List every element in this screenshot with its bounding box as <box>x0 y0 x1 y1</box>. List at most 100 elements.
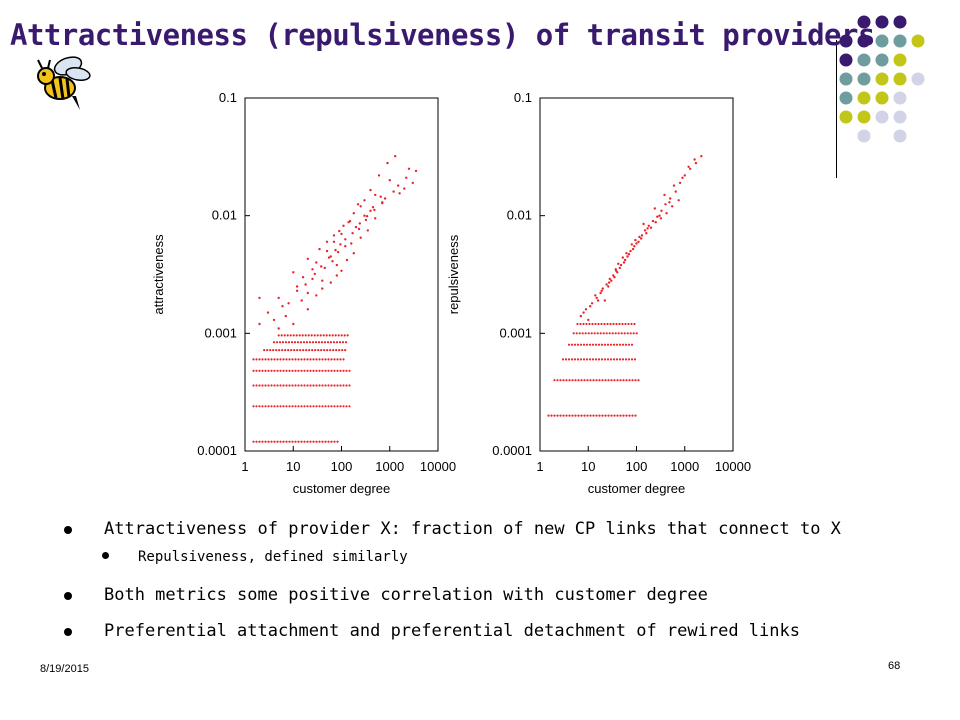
data-point <box>252 440 255 443</box>
data-point <box>574 414 577 417</box>
data-point <box>266 311 270 314</box>
data-point <box>610 414 613 417</box>
data-point <box>373 208 376 212</box>
data-point <box>270 405 273 408</box>
decorative-dot <box>893 129 907 143</box>
data-point <box>295 289 299 292</box>
x-axis-label: customer degree <box>293 481 391 496</box>
data-point <box>306 257 309 260</box>
decorative-dot <box>839 91 853 105</box>
data-point <box>625 414 628 417</box>
y-axis-label: attractiveness <box>151 234 166 315</box>
data-point <box>336 440 339 443</box>
data-point <box>306 405 309 408</box>
data-point <box>374 217 377 220</box>
y-tick-label: 0.001 <box>204 325 237 340</box>
data-point <box>291 358 294 361</box>
data-point <box>595 379 598 382</box>
x-tick-label: 100 <box>626 459 648 474</box>
data-point <box>288 405 291 408</box>
data-point <box>276 440 279 443</box>
data-point <box>345 258 349 262</box>
data-point <box>305 349 308 352</box>
data-point <box>345 369 348 372</box>
data-point <box>381 201 384 205</box>
data-point <box>347 221 350 224</box>
data-point <box>627 358 631 361</box>
bullet-dot <box>64 526 72 534</box>
data-point <box>282 405 285 408</box>
data-point <box>383 197 387 200</box>
data-point <box>336 369 339 372</box>
data-point <box>593 332 596 335</box>
data-point <box>630 358 634 361</box>
data-point <box>306 308 309 311</box>
data-point <box>252 369 255 372</box>
data-point <box>619 379 622 382</box>
data-point <box>295 334 298 337</box>
x-tick-label: 1000 <box>670 459 699 474</box>
data-point <box>342 384 345 387</box>
y-tick-label: 0.0001 <box>197 443 237 458</box>
data-point <box>320 265 323 268</box>
data-point <box>583 414 586 417</box>
data-point <box>656 215 659 218</box>
data-point <box>333 440 336 443</box>
data-point <box>305 341 309 344</box>
data-point <box>283 334 286 337</box>
data-point <box>358 222 361 225</box>
data-point <box>318 358 321 361</box>
data-point <box>323 349 326 352</box>
data-point <box>333 369 336 372</box>
data-point <box>630 322 633 326</box>
data-point <box>315 358 318 361</box>
x-axis-label: customer degree <box>588 481 686 496</box>
data-point <box>654 221 657 224</box>
bullet-dot <box>64 592 72 600</box>
data-point <box>329 281 332 284</box>
plot-frame <box>244 97 439 452</box>
data-point <box>339 384 342 387</box>
data-point <box>255 440 258 443</box>
data-point <box>681 176 684 179</box>
data-point <box>592 379 595 382</box>
data-point <box>341 341 345 344</box>
data-point <box>585 343 589 346</box>
data-point <box>630 243 633 246</box>
data-point <box>613 414 616 417</box>
data-point <box>591 343 595 346</box>
data-point <box>634 238 637 242</box>
data-point <box>269 349 272 352</box>
data-point <box>607 285 610 288</box>
data-point <box>612 274 615 277</box>
data-point <box>577 379 580 382</box>
data-point <box>337 334 340 337</box>
data-point <box>323 341 327 344</box>
data-point <box>359 236 362 239</box>
data-point <box>317 349 320 352</box>
data-point <box>615 358 619 361</box>
data-point <box>618 358 622 361</box>
data-point <box>565 414 568 417</box>
data-point <box>398 192 401 195</box>
data-point <box>324 358 327 361</box>
data-point <box>658 214 661 217</box>
data-point <box>592 414 595 417</box>
data-point <box>568 414 571 417</box>
data-point <box>258 384 261 387</box>
data-point <box>645 232 648 235</box>
data-point <box>620 332 623 335</box>
data-point <box>279 369 282 372</box>
data-point <box>312 369 315 372</box>
data-point <box>273 369 276 372</box>
data-point <box>609 322 612 326</box>
data-point <box>287 302 290 305</box>
data-point <box>672 184 676 187</box>
data-point <box>333 358 336 361</box>
data-point <box>321 287 324 290</box>
data-point <box>297 405 300 408</box>
page-number: 68 <box>888 660 901 672</box>
data-point <box>338 229 341 233</box>
data-point <box>321 369 324 372</box>
data-point <box>288 384 291 387</box>
